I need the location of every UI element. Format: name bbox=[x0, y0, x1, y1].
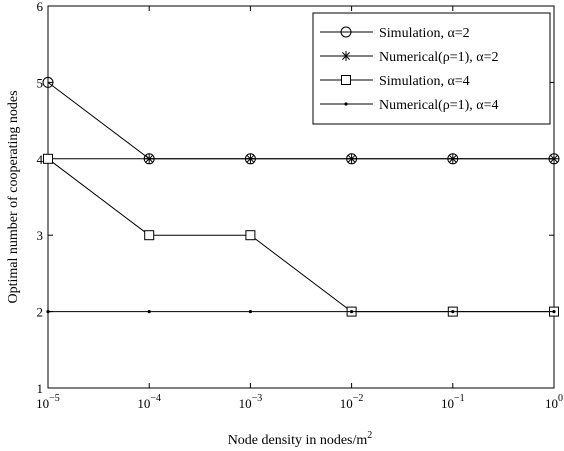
plot-frame bbox=[47, 5, 555, 389]
marker-star bbox=[245, 153, 256, 164]
y-tick-label: 2 bbox=[37, 305, 44, 320]
marker-square bbox=[144, 230, 155, 241]
legend-label: Numerical(ρ=1), α=2 bbox=[379, 50, 499, 65]
x-axis-label-superscript: 2 bbox=[367, 430, 372, 441]
marker-star bbox=[144, 153, 155, 164]
x-axis-label: Node density in nodes/m2 bbox=[228, 430, 373, 448]
x-tick-label: 10−4 bbox=[137, 393, 161, 411]
marker-dot bbox=[350, 310, 354, 314]
series-2 bbox=[43, 153, 559, 164]
legend-entry: Numerical(ρ=1), α=4 bbox=[320, 98, 499, 113]
legend-entry: Numerical(ρ=1), α=2 bbox=[320, 50, 499, 65]
x-tick-label: 10−2 bbox=[340, 393, 364, 411]
legend-entry: Simulation, α=2 bbox=[320, 26, 470, 41]
y-tick-label: 6 bbox=[37, 0, 44, 14]
series-line bbox=[47, 158, 554, 313]
marker-circle bbox=[340, 26, 352, 38]
marker-dot bbox=[552, 310, 556, 314]
series-3 bbox=[43, 153, 559, 317]
marker-dot bbox=[147, 310, 151, 314]
legend-label: Numerical(ρ=1), α=4 bbox=[379, 98, 499, 113]
marker-dot bbox=[451, 310, 455, 314]
y-tick-label: 5 bbox=[37, 75, 44, 90]
legend-label: Simulation, α=4 bbox=[379, 74, 470, 89]
x-tick-label: 10−1 bbox=[441, 393, 465, 411]
marker-star bbox=[447, 153, 458, 164]
marker-dot bbox=[46, 310, 50, 314]
x-axis-label-text: Node density in nodes/m bbox=[228, 433, 368, 448]
marker-star bbox=[346, 153, 357, 164]
x-tick-label: 10−3 bbox=[239, 393, 263, 411]
marker-dot bbox=[344, 102, 348, 106]
y-tick-label: 4 bbox=[37, 152, 44, 167]
marker-square bbox=[341, 75, 351, 85]
axes: 1 2 3 4 5 6 10−5 10−4 10−3 10−2 10−1 100 bbox=[36, 0, 563, 411]
legend: Simulation, α=2 Numerical(ρ=1), α=2 Simula… bbox=[312, 12, 551, 125]
marker-circle bbox=[42, 76, 54, 88]
y-axis-label: Optimal number of cooperating nodes bbox=[6, 90, 21, 303]
marker-dot bbox=[248, 310, 252, 314]
y-tick-label: 3 bbox=[37, 228, 44, 243]
marker-star bbox=[341, 51, 351, 61]
series-4 bbox=[46, 310, 556, 314]
series-layer bbox=[42, 76, 560, 317]
x-tick-label: 10−5 bbox=[36, 393, 60, 411]
x-tick-label: 100 bbox=[545, 393, 563, 411]
marker-square bbox=[245, 230, 256, 241]
legend-entry: Simulation, α=4 bbox=[320, 74, 470, 89]
y-tick-label: 1 bbox=[37, 381, 44, 396]
marker-star bbox=[549, 153, 559, 164]
marker-square bbox=[43, 153, 53, 164]
legend-label: Simulation, α=2 bbox=[379, 26, 470, 41]
